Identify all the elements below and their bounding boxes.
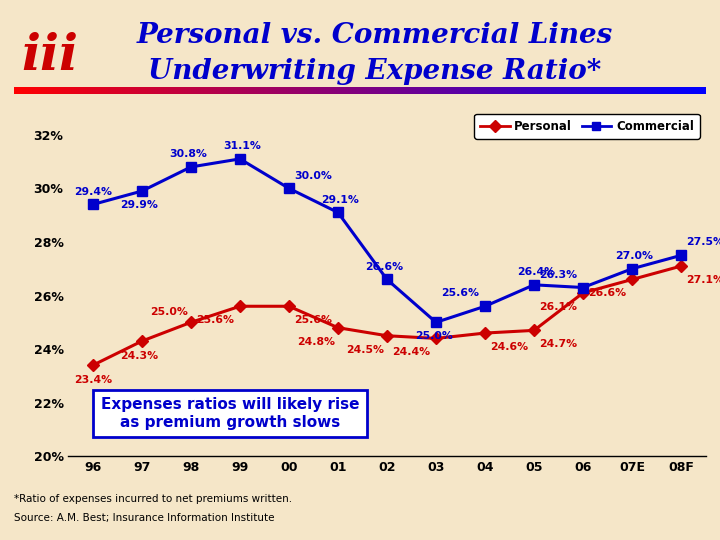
Text: 24.5%: 24.5% bbox=[346, 345, 384, 355]
Text: 26.1%: 26.1% bbox=[539, 302, 577, 312]
Text: 24.6%: 24.6% bbox=[490, 342, 528, 352]
Text: 24.8%: 24.8% bbox=[297, 336, 335, 347]
Text: 31.1%: 31.1% bbox=[223, 141, 261, 151]
Text: 23.4%: 23.4% bbox=[74, 375, 112, 385]
Text: 24.4%: 24.4% bbox=[392, 347, 431, 357]
Text: Underwriting Expense Ratio*: Underwriting Expense Ratio* bbox=[148, 58, 601, 85]
Text: 24.7%: 24.7% bbox=[539, 339, 577, 349]
Text: Source: A.M. Best; Insurance Information Institute: Source: A.M. Best; Insurance Information… bbox=[14, 514, 275, 523]
Text: 25.6%: 25.6% bbox=[197, 315, 235, 325]
Text: 29.4%: 29.4% bbox=[74, 187, 112, 197]
Text: 26.3%: 26.3% bbox=[539, 269, 577, 280]
Text: Personal vs. Commercial Lines: Personal vs. Commercial Lines bbox=[136, 22, 613, 49]
Text: *Ratio of expenses incurred to net premiums written.: *Ratio of expenses incurred to net premi… bbox=[14, 495, 292, 504]
Text: 30.0%: 30.0% bbox=[294, 171, 333, 181]
Text: 29.1%: 29.1% bbox=[322, 194, 359, 205]
Text: 30.8%: 30.8% bbox=[169, 149, 207, 159]
Text: 26.6%: 26.6% bbox=[588, 288, 626, 299]
Text: 27.1%: 27.1% bbox=[687, 275, 720, 285]
Text: iii: iii bbox=[22, 32, 78, 81]
Text: 25.6%: 25.6% bbox=[294, 315, 333, 325]
Text: 29.9%: 29.9% bbox=[120, 200, 158, 210]
Text: 24.3%: 24.3% bbox=[120, 351, 158, 361]
Text: 27.5%: 27.5% bbox=[687, 238, 720, 247]
Text: Expenses ratios will likely rise
as premium growth slows: Expenses ratios will likely rise as prem… bbox=[101, 397, 359, 430]
Text: 26.6%: 26.6% bbox=[366, 261, 404, 272]
Text: 26.4%: 26.4% bbox=[518, 267, 556, 277]
Text: 25.6%: 25.6% bbox=[441, 288, 480, 299]
Text: 25.0%: 25.0% bbox=[150, 307, 188, 317]
Legend: Personal, Commercial: Personal, Commercial bbox=[474, 114, 700, 139]
Text: 25.0%: 25.0% bbox=[415, 331, 452, 341]
Text: 27.0%: 27.0% bbox=[616, 251, 654, 261]
